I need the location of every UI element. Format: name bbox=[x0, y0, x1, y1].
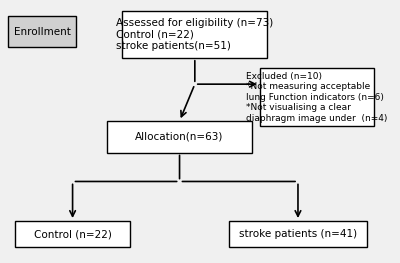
FancyBboxPatch shape bbox=[8, 16, 76, 47]
Text: stroke patients (n=41): stroke patients (n=41) bbox=[239, 229, 357, 239]
Text: Assessed for eligibility (n=73)
Control (n=22)
stroke patients(n=51): Assessed for eligibility (n=73) Control … bbox=[116, 18, 274, 51]
Text: Enrollment: Enrollment bbox=[14, 27, 70, 37]
FancyBboxPatch shape bbox=[229, 221, 367, 247]
Text: Allocation(n=63): Allocation(n=63) bbox=[135, 132, 224, 142]
FancyBboxPatch shape bbox=[260, 68, 374, 126]
FancyBboxPatch shape bbox=[15, 221, 130, 247]
FancyBboxPatch shape bbox=[122, 11, 268, 58]
Text: Excluded (n=10)
*Not measuring acceptable
lung Function indicators (n=6)
*Not vi: Excluded (n=10) *Not measuring acceptabl… bbox=[246, 72, 388, 123]
Text: Control (n=22): Control (n=22) bbox=[34, 229, 112, 239]
FancyBboxPatch shape bbox=[107, 121, 252, 153]
